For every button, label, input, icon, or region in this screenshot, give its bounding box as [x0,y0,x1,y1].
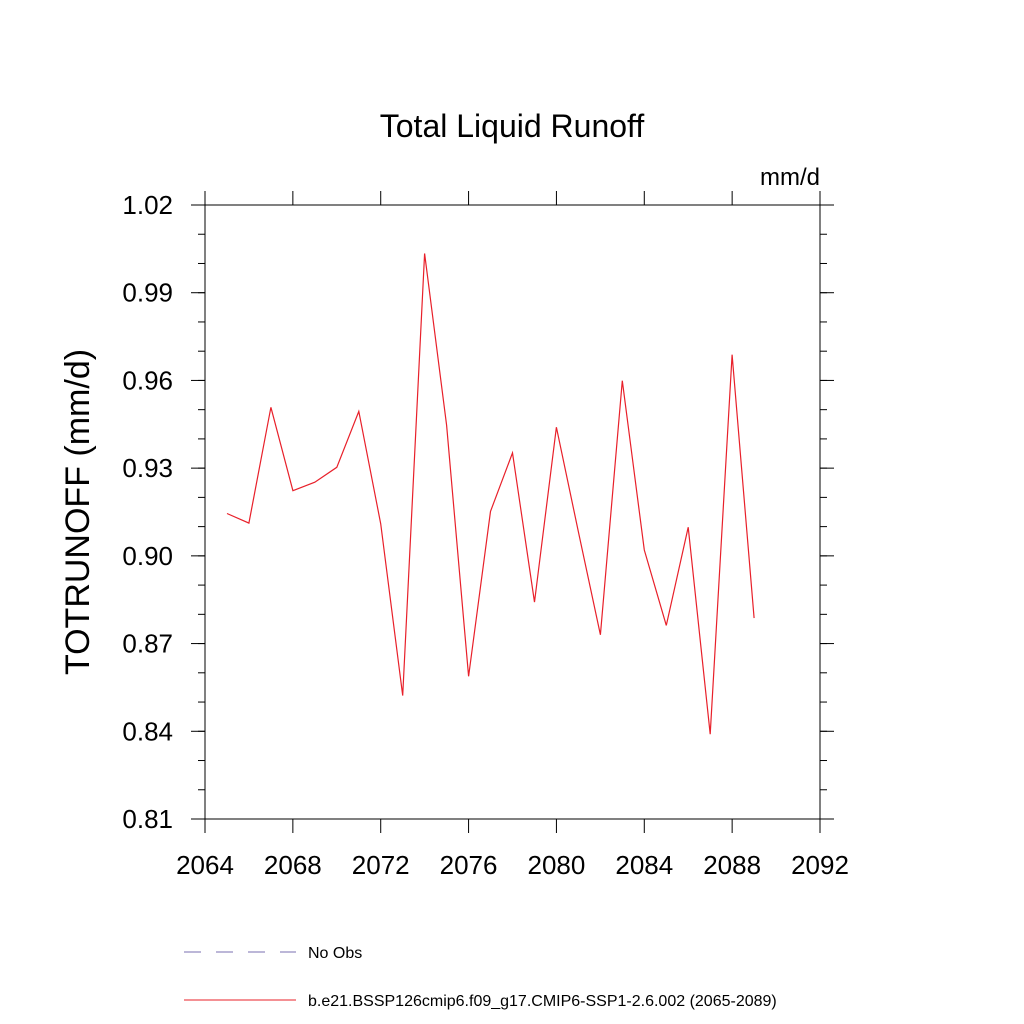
chart-title: Total Liquid Runoff [380,108,645,144]
series-group [226,253,755,735]
x-tick-label: 2072 [352,850,410,880]
units-label: mm/d [760,164,820,191]
y-tick-label: 0.81 [122,804,173,834]
x-tick-label: 2080 [528,850,586,880]
series-line [226,253,755,735]
x-tick-label: 2088 [703,850,761,880]
legend: No Obs b.e21.BSSP126cmip6.f09_g17.CMIP6-S… [184,945,777,1010]
y-tick-label: 0.99 [122,278,173,308]
plot-frame [204,204,821,820]
x-tick-label: 2092 [791,850,849,880]
y-tick-label: 0.84 [122,716,173,746]
plot-axes: 2064 2068 2072 2076 2080 2084 2088 2092 0.81 0.84… [122,190,849,880]
y-tick-label: 0.93 [122,453,173,483]
y-tick-label: 0.87 [122,629,173,659]
y-axis-label: TOTRUNOFF (mm/d) [59,349,97,675]
x-tick-label: 2084 [615,850,673,880]
legend-label: b.e21.BSSP126cmip6.f09_g17.CMIP6-SSP1-2.… [308,993,777,1010]
legend-label: No Obs [308,945,362,962]
y-tick-label: 0.96 [122,365,173,395]
x-tick-label: 2064 [176,850,234,880]
y-tick-label: 0.90 [122,541,173,571]
x-tick-label: 2076 [440,850,498,880]
x-tick-label: 2068 [264,850,322,880]
y-tick-label: 1.02 [122,190,173,220]
